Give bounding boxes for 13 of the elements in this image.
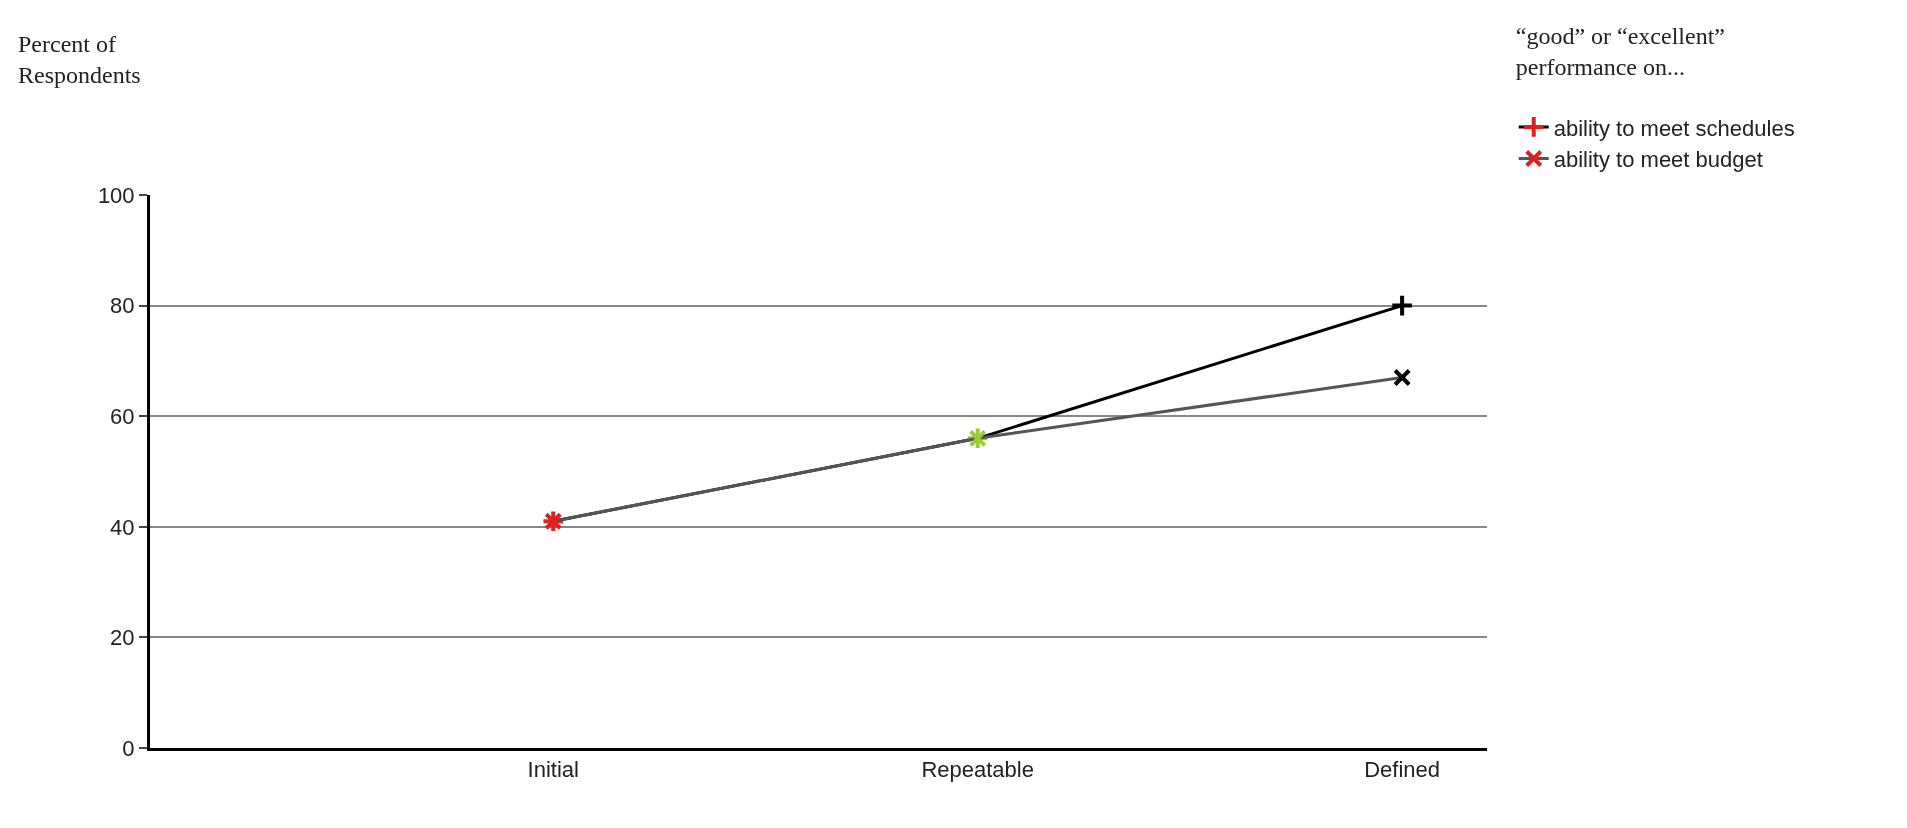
legend-title: “good” or “excellent” performance on... <box>1515 22 1725 80</box>
y-axis-title: Percent of Respondents <box>18 31 141 89</box>
x-tick-label: Initial <box>527 757 579 783</box>
y-tick-label: 100 <box>97 182 135 208</box>
x-tick-label: Repeatable <box>921 757 1034 783</box>
x-tick-label: Defined <box>1364 757 1441 783</box>
legend-label: ability to meet budget <box>1553 147 1763 173</box>
y-tick-label: 40 <box>110 514 135 540</box>
y-tick-label: 0 <box>122 735 135 761</box>
y-tick-label: 60 <box>110 403 135 429</box>
y-tick-label: 20 <box>110 625 135 651</box>
legend-label: ability to meet schedules <box>1553 115 1795 141</box>
y-tick-label: 80 <box>110 293 135 319</box>
